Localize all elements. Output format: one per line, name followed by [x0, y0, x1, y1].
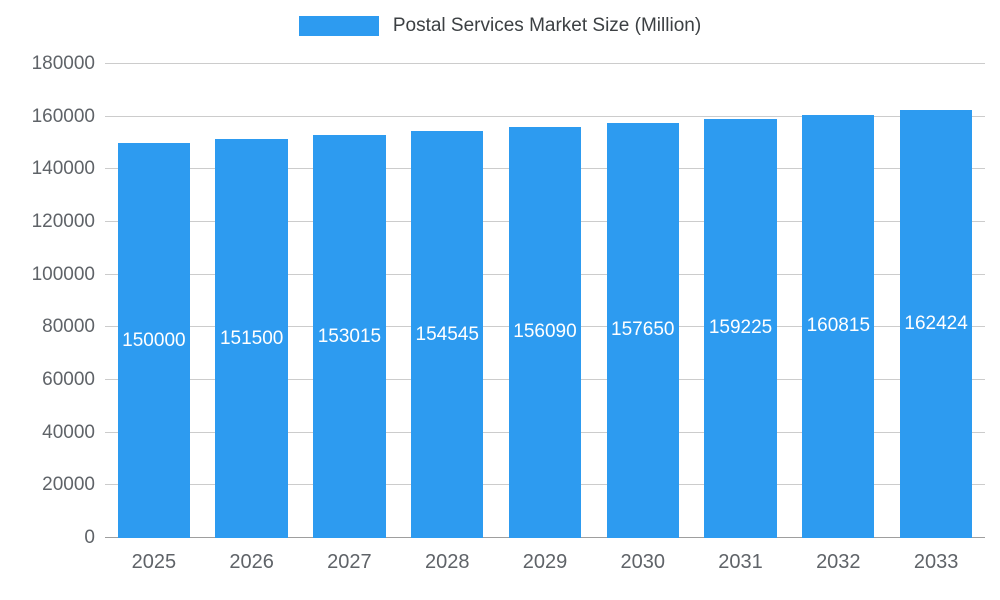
- bar-slot: 156090: [496, 64, 594, 538]
- bar: 153015: [313, 135, 386, 538]
- y-tick-label: 140000: [31, 158, 95, 180]
- bar: 162424: [899, 110, 973, 538]
- bar: 156090: [508, 126, 582, 538]
- bar-slot: 151500: [203, 64, 301, 538]
- x-tick-label: 2028: [424, 551, 470, 573]
- bar-value-label: 159225: [708, 317, 773, 339]
- y-tick-label: 20000: [42, 474, 95, 496]
- y-tick-label: 160000: [31, 105, 95, 127]
- y-tick-label: 0: [84, 527, 95, 548]
- x-tick-label: 2031: [718, 551, 763, 573]
- bar-value-label: 156090: [513, 321, 577, 343]
- x-tick-label: 2029: [522, 551, 568, 573]
- plot-area: 150000 151500 153015 154545 156090 157650 1592…: [105, 63, 985, 538]
- y-tick-label: 80000: [42, 316, 95, 338]
- x-tick-label: 2032: [816, 551, 861, 573]
- y-tick-label: 180000: [31, 53, 95, 74]
- bar-slot: 153015: [301, 64, 399, 538]
- bar-value-label: 160815: [806, 315, 871, 337]
- bar: 154545: [411, 131, 484, 538]
- bar: 159225: [704, 118, 777, 538]
- bars-layer: 150000 151500 153015 154545 156090 157650 1592…: [105, 64, 985, 538]
- x-tick-label: 2033: [913, 551, 959, 573]
- chart-legend: Postal Services Market Size (Million): [0, 14, 1000, 38]
- x-tick-label: 2030: [620, 551, 666, 573]
- bar-value-label: 151500: [219, 327, 284, 349]
- bar: 157650: [606, 122, 679, 538]
- y-axis-labels: 0 20000 40000 60000 80000 100000 120000 140000 1…: [0, 53, 95, 548]
- bar-slot: 159225: [692, 64, 790, 538]
- x-tick-label: 2027: [327, 551, 372, 573]
- bar-value-label: 162424: [904, 313, 968, 335]
- bar-slot: 154545: [398, 64, 496, 538]
- y-tick-label: 120000: [31, 211, 95, 233]
- bar: 160815: [802, 114, 875, 538]
- bar-value-label: 153015: [317, 325, 382, 347]
- y-tick-label: 60000: [42, 369, 95, 391]
- bar-value-label: 150000: [122, 329, 186, 351]
- bar-slot: 160815: [789, 64, 887, 538]
- legend-label: Postal Services Market Size (Million): [392, 15, 702, 36]
- bar: 151500: [215, 139, 288, 538]
- bar-value-label: 154545: [415, 323, 479, 345]
- bar-value-label: 157650: [611, 319, 675, 341]
- x-tick-label: 2026: [229, 551, 274, 573]
- bar: 150000: [117, 143, 191, 538]
- bar-slot: 162424: [887, 64, 985, 538]
- legend-swatch: [298, 16, 379, 36]
- bar-slot: 150000: [105, 64, 203, 538]
- bar-slot: 157650: [594, 64, 692, 538]
- gridline: [105, 115, 985, 117]
- y-tick-label: 100000: [31, 263, 95, 285]
- x-axis-labels: 2025 2026 2027 2028 2029 2030 2031 2032 2033: [105, 551, 985, 581]
- y-tick-label: 40000: [42, 421, 95, 443]
- x-tick-label: 2025: [131, 551, 177, 573]
- gridline: [105, 63, 985, 64]
